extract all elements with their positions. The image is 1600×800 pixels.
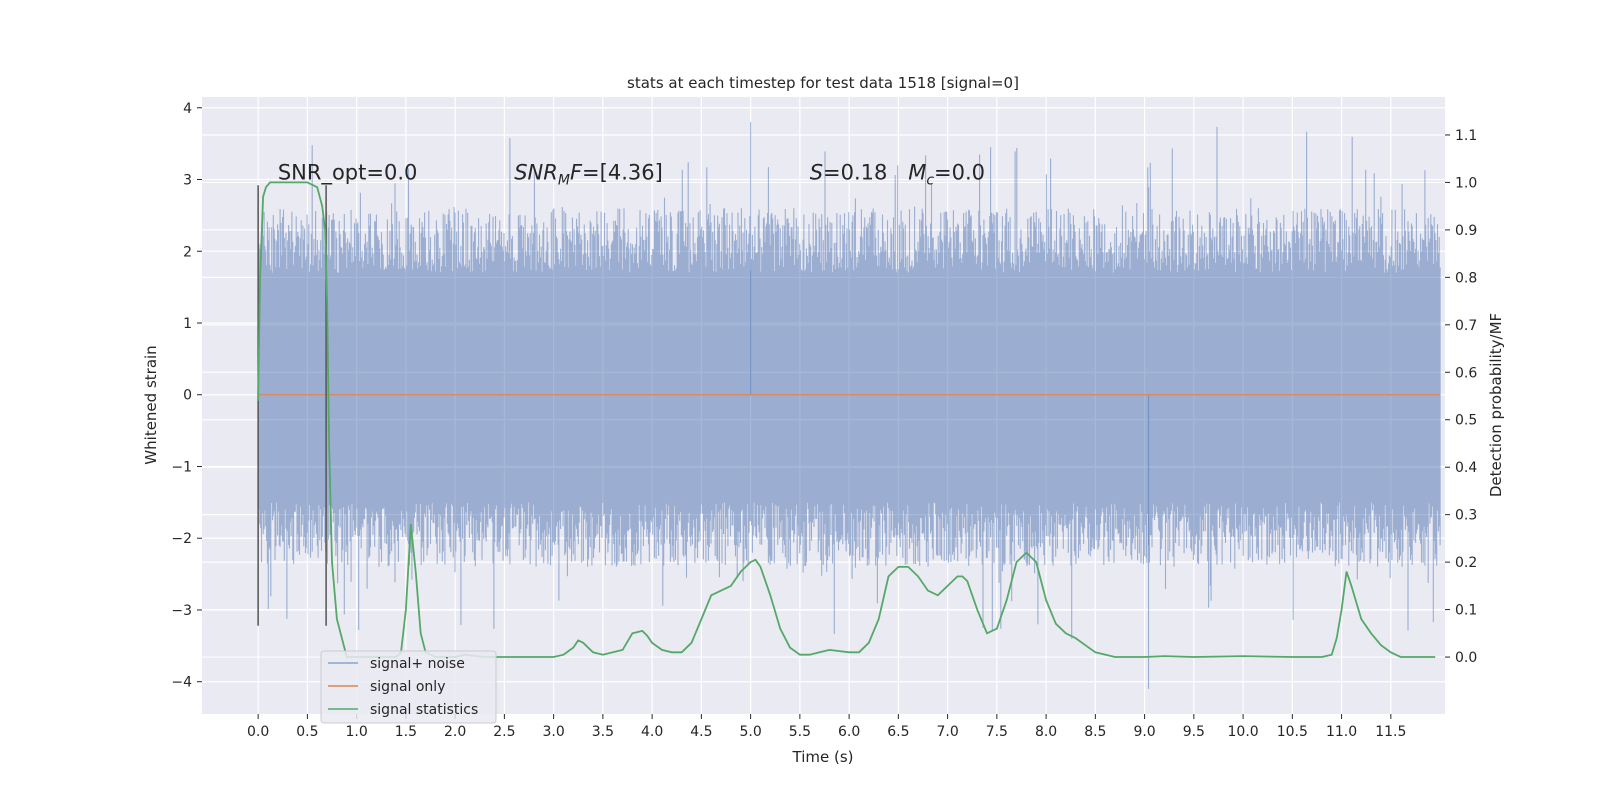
y2-tick-label: 1.1 [1455, 128, 1477, 144]
legend-label-signal-plus-noise: signal+ noise [370, 656, 465, 672]
x-tick-label: 11.5 [1375, 724, 1406, 740]
y-tick-label: 4 [183, 101, 192, 117]
x-tick-label: 6.0 [838, 724, 860, 740]
x-tick-label: 10.5 [1277, 724, 1308, 740]
x-tick-label: 4.0 [641, 724, 663, 740]
y-tick-label: −3 [171, 603, 192, 619]
x-tick-label: 3.0 [542, 724, 564, 740]
x-tick-label: 2.5 [493, 724, 515, 740]
y2-tick-label: 0.3 [1455, 508, 1477, 524]
y-axis-ticks: −4 −3 −2 −1 0 1 2 3 4 [171, 101, 202, 691]
legend-label-signal-statistics: signal statistics [370, 702, 478, 718]
x-tick-label: 4.5 [690, 724, 712, 740]
x-tick-label: 0.0 [247, 724, 269, 740]
y2-tick-label: 0.6 [1455, 365, 1477, 381]
x-tick-label: 5.5 [789, 724, 811, 740]
legend-box [320, 650, 497, 724]
y-tick-label: −1 [171, 459, 192, 475]
annotation: S=0.18 [810, 161, 888, 185]
x-tick-label: 7.0 [936, 724, 958, 740]
y2-tick-label: 0.5 [1455, 413, 1477, 429]
x-tick-label: 11.0 [1326, 724, 1357, 740]
annotations: SNR_opt=0.0 SNRMF=[4.36] S=0.18 Mc=0.0 [278, 161, 985, 189]
x-tick-label: 10.0 [1228, 724, 1259, 740]
legend: signal+ noise signal only signal statist… [320, 650, 497, 724]
legend-label-signal-only: signal only [370, 679, 445, 695]
x-tick-label: 5.0 [739, 724, 761, 740]
y2-tick-label: 0.2 [1455, 555, 1477, 571]
y-tick-label: 2 [183, 244, 192, 260]
x-tick-label: 7.5 [986, 724, 1008, 740]
y2-tick-label: 0.7 [1455, 318, 1477, 334]
y-tick-label: −2 [171, 531, 192, 547]
x-tick-label: 8.5 [1084, 724, 1106, 740]
x-tick-label: 2.0 [444, 724, 466, 740]
y2-axis-title: Detection probability/MF [1487, 313, 1505, 497]
x-axis-ticks: 0.0 0.5 1.0 1.5 2.0 2.5 3.0 3.5 4.0 4.5 5.0 5.5 6.0 6… [247, 714, 1406, 740]
x-tick-label: 9.0 [1133, 724, 1155, 740]
y2-tick-label: 0.0 [1455, 650, 1477, 666]
x-tick-label: 1.0 [346, 724, 368, 740]
y2-tick-label: 1.0 [1455, 175, 1477, 191]
annotation: SNRMF=[4.36] [514, 161, 663, 189]
annotation: SNR_opt=0.0 [278, 161, 418, 186]
y-tick-label: 3 [183, 173, 192, 189]
x-tick-label: 0.5 [296, 724, 318, 740]
y-tick-label: 0 [183, 388, 192, 404]
y-axis-title: Whitened strain [142, 345, 160, 464]
y2-axis-ticks: 0.0 0.1 0.2 0.3 0.4 0.5 0.6 0.7 0.8 0.9 1.0 1.1 [1445, 128, 1477, 666]
y-tick-label: 1 [183, 316, 192, 332]
annotation: Mc=0.0 [908, 161, 985, 189]
y2-tick-label: 0.1 [1455, 603, 1477, 619]
x-tick-label: 8.0 [1035, 724, 1057, 740]
y-tick-label: −4 [171, 675, 192, 691]
x-tick-label: 6.5 [887, 724, 909, 740]
x-tick-label: 3.5 [592, 724, 614, 740]
y2-tick-label: 0.9 [1455, 223, 1477, 239]
x-axis-title: Time (s) [792, 748, 854, 766]
y2-tick-label: 0.8 [1455, 270, 1477, 286]
y2-tick-label: 0.4 [1455, 460, 1477, 476]
chart-title: stats at each timestep for test data 151… [627, 74, 1019, 92]
x-tick-label: 1.5 [395, 724, 417, 740]
x-tick-label: 9.5 [1183, 724, 1205, 740]
